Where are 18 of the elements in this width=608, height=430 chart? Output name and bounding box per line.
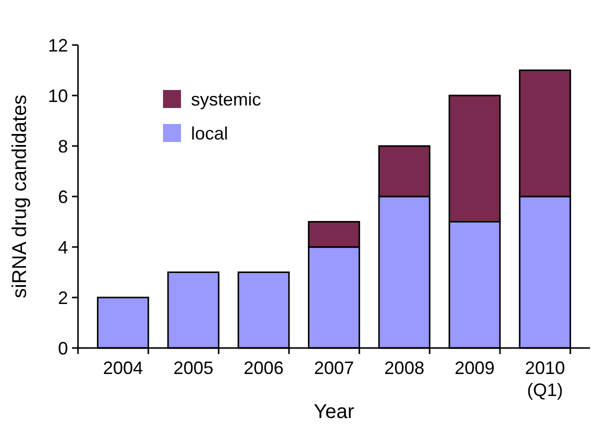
x-tick-label: 2006 (244, 358, 284, 378)
y-tick-label: 8 (58, 136, 68, 156)
y-tick-label: 0 (58, 338, 68, 358)
x-axis-title: Year (314, 401, 355, 423)
x-tick-label: 2009 (454, 358, 495, 378)
y-tick-label: 4 (58, 237, 68, 258)
x-tick-label: 2007 (314, 358, 354, 378)
legend-label: local (191, 123, 228, 144)
x-tick-label: 2004 (102, 358, 144, 378)
y-tick-label: 6 (58, 186, 68, 207)
x-tick-label: 2010 (Q1) (524, 358, 566, 400)
x-tick-label: 2008 (384, 358, 424, 378)
x-tick-label: 2005 (173, 358, 214, 378)
legend-label: systemic (191, 89, 262, 110)
y-tick-label: 10 (48, 86, 68, 106)
y-tick-label: 12 (48, 35, 68, 56)
y-tick-label: 2 (58, 288, 68, 308)
y-axis-title: siRNA drug candidates (9, 94, 31, 298)
